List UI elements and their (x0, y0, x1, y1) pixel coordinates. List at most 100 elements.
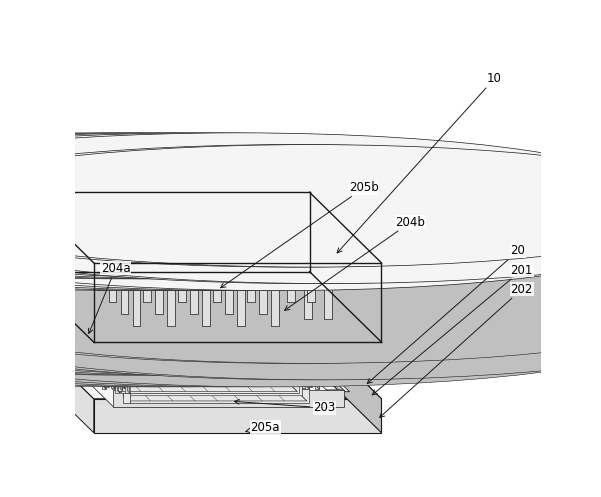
Polygon shape (236, 194, 243, 290)
Polygon shape (138, 331, 139, 349)
Polygon shape (120, 372, 122, 391)
Polygon shape (299, 366, 305, 368)
Polygon shape (116, 372, 122, 374)
Ellipse shape (0, 168, 581, 291)
Polygon shape (118, 369, 125, 371)
Polygon shape (123, 396, 307, 401)
Polygon shape (308, 370, 310, 389)
Polygon shape (248, 206, 255, 302)
Polygon shape (92, 272, 109, 284)
Polygon shape (305, 372, 310, 389)
Polygon shape (202, 335, 204, 354)
Polygon shape (118, 377, 299, 379)
Polygon shape (133, 335, 135, 354)
Ellipse shape (0, 161, 601, 284)
Polygon shape (102, 361, 282, 363)
Polygon shape (133, 334, 137, 352)
Polygon shape (105, 370, 109, 387)
Polygon shape (58, 260, 344, 308)
Polygon shape (283, 317, 293, 321)
Polygon shape (22, 328, 94, 433)
Polygon shape (272, 230, 279, 326)
Text: 204a: 204a (88, 262, 130, 333)
Polygon shape (310, 192, 382, 342)
Text: 202: 202 (380, 283, 533, 417)
Polygon shape (102, 360, 280, 375)
Polygon shape (99, 366, 102, 385)
Text: 204b: 204b (285, 216, 426, 310)
Polygon shape (201, 194, 209, 290)
Polygon shape (313, 370, 319, 372)
Polygon shape (287, 206, 295, 302)
Ellipse shape (0, 257, 601, 380)
Polygon shape (198, 335, 204, 337)
Polygon shape (106, 368, 109, 387)
Polygon shape (130, 337, 135, 354)
Polygon shape (190, 337, 194, 354)
Polygon shape (307, 206, 315, 302)
Polygon shape (118, 374, 122, 391)
Polygon shape (197, 331, 200, 349)
Polygon shape (99, 358, 280, 360)
Polygon shape (190, 218, 198, 314)
Polygon shape (225, 218, 233, 314)
Ellipse shape (0, 229, 601, 351)
Ellipse shape (0, 229, 580, 351)
Polygon shape (114, 372, 292, 386)
Ellipse shape (0, 241, 601, 363)
Polygon shape (104, 370, 130, 389)
Polygon shape (281, 361, 307, 379)
Polygon shape (22, 271, 382, 342)
Ellipse shape (0, 264, 546, 387)
Ellipse shape (0, 157, 534, 279)
Polygon shape (131, 194, 139, 290)
Ellipse shape (0, 229, 601, 351)
Polygon shape (275, 321, 281, 352)
Polygon shape (97, 368, 102, 385)
Polygon shape (240, 284, 257, 296)
Polygon shape (138, 335, 144, 337)
Polygon shape (188, 335, 194, 337)
Ellipse shape (79, 336, 85, 339)
Ellipse shape (0, 133, 545, 255)
Polygon shape (317, 370, 319, 389)
Ellipse shape (0, 257, 601, 380)
Polygon shape (136, 332, 139, 349)
Polygon shape (93, 351, 273, 353)
Polygon shape (306, 368, 312, 370)
Polygon shape (304, 222, 312, 319)
Polygon shape (123, 374, 130, 376)
Polygon shape (213, 206, 221, 302)
Ellipse shape (0, 264, 601, 387)
Polygon shape (128, 331, 130, 349)
Polygon shape (188, 331, 189, 349)
Polygon shape (121, 218, 129, 314)
Polygon shape (195, 332, 200, 349)
Polygon shape (135, 332, 137, 352)
Polygon shape (128, 387, 309, 389)
Polygon shape (304, 370, 310, 372)
Text: 20: 20 (367, 245, 525, 384)
Polygon shape (126, 376, 130, 393)
Ellipse shape (0, 157, 601, 279)
Polygon shape (288, 335, 349, 392)
Polygon shape (271, 317, 281, 321)
Ellipse shape (0, 168, 601, 291)
Polygon shape (123, 369, 125, 388)
Polygon shape (195, 332, 197, 352)
Polygon shape (22, 192, 94, 342)
Polygon shape (81, 339, 87, 371)
Ellipse shape (0, 133, 601, 255)
Polygon shape (111, 371, 115, 388)
Polygon shape (303, 366, 305, 385)
Polygon shape (102, 368, 109, 370)
Polygon shape (300, 368, 305, 385)
Polygon shape (311, 368, 314, 385)
Polygon shape (183, 331, 189, 332)
Ellipse shape (0, 145, 601, 267)
Ellipse shape (0, 241, 522, 363)
Ellipse shape (0, 145, 592, 267)
Ellipse shape (0, 168, 601, 291)
Polygon shape (133, 331, 139, 332)
Polygon shape (95, 366, 102, 368)
